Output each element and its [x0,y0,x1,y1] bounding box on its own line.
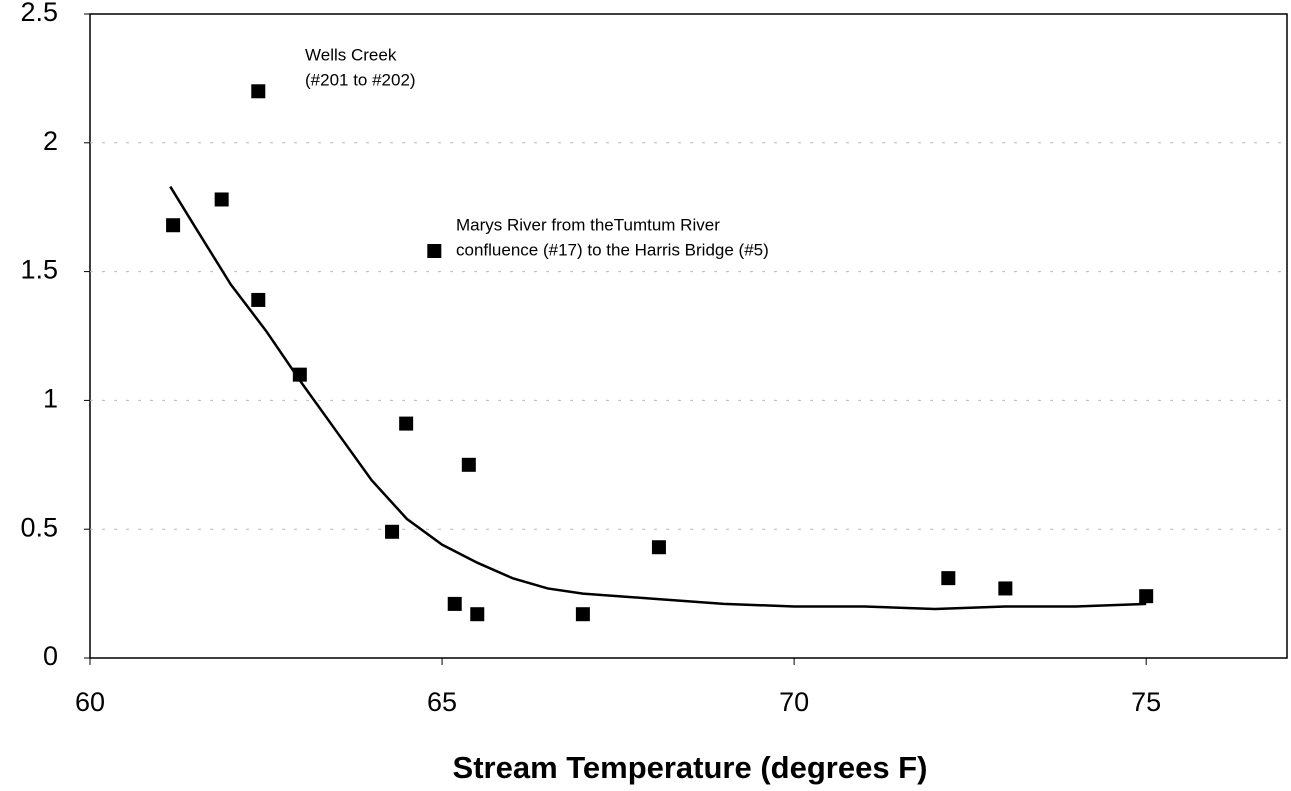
point [427,243,442,258]
y-tick-label: 1 [43,384,58,414]
annotation: Marys River from theTumtum River [456,215,720,234]
annotation: confluence (#17) to the Harris Bridge (#… [456,240,769,259]
point [251,84,266,99]
x-tick-label: 70 [779,687,809,717]
x-tick-label: 65 [427,687,457,717]
annotation: (#201 to #202) [305,70,416,89]
y-tick-label: 0.5 [20,512,58,542]
annotation: Wells Creek [305,45,397,64]
x-tick-label: 75 [1131,687,1161,717]
point [998,581,1013,596]
point [385,524,400,539]
point [292,367,307,382]
point [447,596,462,611]
y-tick-label: 2.5 [20,0,58,27]
x-tick-label: 60 [75,687,105,717]
point [1139,589,1154,604]
y-tick-label: 0 [43,641,58,671]
point [651,540,666,555]
point [214,192,229,207]
x-axis-label: Stream Temperature (degrees F) [453,750,928,785]
point [166,218,181,233]
plot-frame [89,13,1288,659]
y-tick-label: 2 [43,126,58,156]
point [399,416,414,431]
point [941,571,956,586]
y-tick-label: 1.5 [20,255,58,285]
point [251,292,266,307]
point [575,607,590,622]
point [470,607,485,622]
fit-line [169,185,1147,611]
point [461,457,476,472]
